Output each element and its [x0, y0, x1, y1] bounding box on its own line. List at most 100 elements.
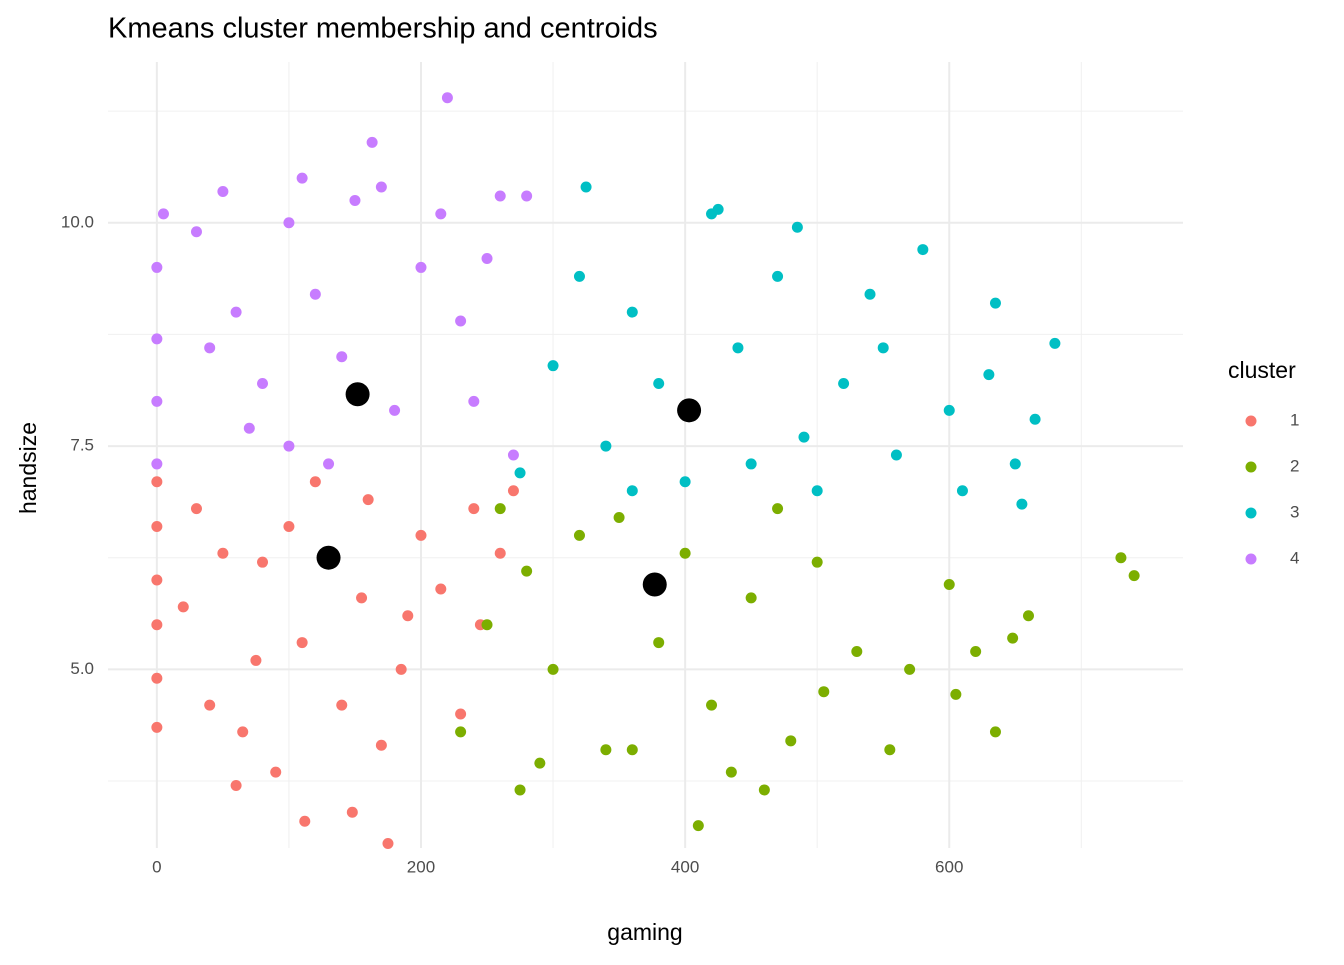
data-point	[534, 757, 546, 769]
data-point	[494, 190, 506, 202]
data-point	[626, 306, 638, 318]
x-tick-label: 200	[407, 857, 435, 876]
data-point	[283, 520, 295, 532]
data-point	[204, 699, 216, 711]
data-point	[818, 686, 830, 698]
centroid	[642, 572, 667, 597]
chart-title: Kmeans cluster membership and centroids	[108, 13, 658, 45]
data-point	[1049, 337, 1061, 349]
data-point	[917, 244, 929, 256]
data-point	[395, 663, 407, 675]
data-point	[547, 663, 559, 675]
legend-label: 2	[1290, 456, 1299, 475]
data-point	[323, 458, 335, 470]
data-point	[580, 181, 592, 193]
data-point	[521, 565, 533, 577]
data-point	[151, 574, 163, 586]
data-point	[838, 378, 850, 390]
data-point	[375, 181, 387, 193]
data-point	[989, 297, 1001, 309]
data-point	[547, 360, 559, 372]
data-point	[956, 485, 968, 497]
data-point	[732, 342, 744, 354]
data-point	[151, 721, 163, 733]
data-point	[772, 503, 784, 515]
data-point	[507, 449, 519, 461]
data-point	[573, 529, 585, 541]
legend-swatch	[1245, 553, 1257, 565]
data-point	[151, 672, 163, 684]
x-tick-label: 0	[152, 857, 161, 876]
legend-swatch	[1245, 507, 1257, 519]
data-point	[389, 404, 401, 416]
data-point	[177, 601, 189, 613]
data-point	[514, 784, 526, 796]
data-point	[375, 739, 387, 751]
centroid	[316, 545, 341, 570]
data-point	[626, 744, 638, 756]
centroid	[345, 382, 370, 407]
y-axis-label: handsize	[15, 422, 41, 514]
data-point	[402, 610, 414, 622]
legend-swatch	[1245, 415, 1257, 427]
data-point	[745, 458, 757, 470]
data-point	[283, 440, 295, 452]
data-point	[366, 136, 378, 148]
data-point	[190, 226, 202, 238]
data-point	[772, 270, 784, 282]
data-point	[296, 172, 308, 184]
data-point	[362, 494, 374, 506]
data-point	[626, 485, 638, 497]
data-point	[257, 378, 269, 390]
data-point	[600, 744, 612, 756]
data-point	[250, 654, 262, 666]
data-point	[884, 744, 896, 756]
data-point	[494, 503, 506, 515]
data-point	[309, 476, 321, 488]
legend-swatch	[1245, 461, 1257, 473]
data-point	[230, 779, 242, 791]
data-point	[725, 766, 737, 778]
data-point	[435, 583, 447, 595]
data-point	[989, 726, 1001, 738]
data-point	[336, 351, 348, 363]
y-tick-label: 5.0	[70, 659, 94, 678]
data-point	[573, 270, 585, 282]
data-point	[382, 838, 394, 850]
data-point	[435, 208, 447, 220]
data-point	[481, 619, 493, 631]
data-point	[791, 221, 803, 233]
data-point	[468, 395, 480, 407]
data-point	[851, 646, 863, 657]
legend-title: cluster	[1228, 357, 1296, 383]
data-point	[1016, 498, 1028, 510]
data-point	[653, 637, 665, 649]
data-point	[758, 784, 770, 796]
data-point	[811, 485, 823, 497]
data-point	[1115, 552, 1127, 564]
data-point	[299, 815, 311, 827]
data-point	[217, 547, 229, 559]
centroid	[677, 398, 702, 423]
x-axis-label: gaming	[607, 919, 682, 945]
data-point	[151, 333, 163, 345]
data-point	[1022, 610, 1034, 622]
data-point	[970, 646, 982, 657]
data-point	[890, 449, 902, 461]
data-point	[230, 306, 242, 318]
data-point	[679, 476, 691, 488]
data-point	[943, 404, 955, 416]
data-point	[514, 467, 526, 479]
data-point	[309, 288, 321, 300]
data-point	[712, 203, 724, 215]
data-point	[455, 726, 467, 738]
data-point	[346, 806, 358, 818]
data-point	[356, 592, 368, 604]
data-point	[151, 458, 163, 470]
data-point	[415, 529, 427, 541]
y-tick-label: 10.0	[61, 212, 94, 231]
data-point	[151, 619, 163, 631]
data-point	[204, 342, 216, 354]
data-point	[943, 579, 955, 591]
